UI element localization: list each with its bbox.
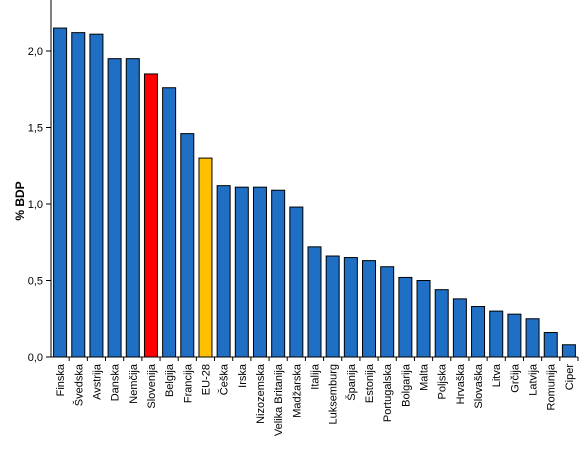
bar-madžarska bbox=[289, 206, 304, 358]
bar-avstrija bbox=[89, 33, 104, 358]
y-axis-ticks: 0,0 0,5 1,0 1,5 2,0 bbox=[28, 46, 51, 364]
x-category-label: Francija bbox=[182, 363, 194, 403]
x-category-label: Poljska bbox=[437, 363, 449, 399]
x-category-label: Madžarska bbox=[291, 363, 303, 418]
x-category-label: Španija bbox=[345, 363, 358, 401]
x-category-label: Slovaška bbox=[473, 363, 485, 409]
bar-danska bbox=[107, 58, 122, 358]
x-category-label: Malta bbox=[419, 363, 431, 391]
x-category-label: Portugalska bbox=[382, 363, 394, 422]
bar-nemčija bbox=[125, 58, 140, 358]
bar-francija bbox=[180, 133, 195, 358]
bar-italija bbox=[307, 246, 322, 358]
x-category-label: Italija bbox=[310, 363, 322, 390]
bar-bolgarija bbox=[398, 276, 413, 358]
x-category-label: Ciper bbox=[564, 364, 576, 391]
x-category-label: EU-28 bbox=[200, 364, 212, 395]
bar-finska bbox=[53, 27, 68, 358]
x-axis-labels: Finska Švedska Avstrija Danska Nemčija Sloven… bbox=[55, 357, 579, 436]
bar-slovenija bbox=[143, 73, 158, 358]
x-category-label: Slovenija bbox=[146, 363, 158, 409]
x-category-label: Danska bbox=[110, 363, 122, 401]
x-category-label: Velika Britanija bbox=[273, 363, 285, 436]
bar-nizozemska bbox=[252, 186, 267, 358]
bar-estonija bbox=[362, 260, 377, 358]
x-category-label: Bolgarija bbox=[400, 363, 412, 407]
x-category-label: Nemčija bbox=[128, 363, 140, 404]
bar-irska bbox=[234, 186, 249, 358]
bar-slovaška bbox=[471, 306, 486, 358]
bar-ciper bbox=[561, 344, 576, 358]
x-category-label: Nizozemska bbox=[255, 363, 267, 424]
x-category-label: Finska bbox=[55, 363, 67, 396]
x-category-label: Avstrija bbox=[91, 363, 103, 400]
bar-belgija bbox=[162, 87, 177, 358]
x-category-label: Češka bbox=[218, 363, 231, 395]
bar-hrvaška bbox=[452, 298, 467, 358]
x-category-label: Švedska bbox=[72, 363, 85, 406]
bar-velika-britanija bbox=[271, 189, 286, 358]
bar-romunija bbox=[543, 332, 558, 358]
x-category-label: Belgija bbox=[164, 363, 176, 397]
x-category-label: Luksemburg bbox=[328, 364, 340, 425]
bar-eu-28 bbox=[198, 157, 213, 358]
x-category-label: Latvija bbox=[528, 363, 540, 396]
bar-češka bbox=[216, 185, 231, 358]
bar-švedska bbox=[71, 32, 86, 358]
x-category-label: Romunija bbox=[546, 363, 558, 410]
x-category-label: Grčija bbox=[509, 363, 521, 393]
x-category-label: Hrvaška bbox=[455, 363, 467, 404]
y-axis-title: % BDP bbox=[13, 181, 27, 220]
bar-španija bbox=[343, 257, 358, 358]
x-category-label: Litva bbox=[491, 363, 503, 387]
y-tick-label: 0,0 bbox=[28, 352, 43, 364]
bar-latvija bbox=[525, 318, 540, 358]
bar-poljska bbox=[434, 289, 449, 358]
bars bbox=[53, 27, 576, 358]
y-tick-label: 2,0 bbox=[28, 46, 43, 58]
y-tick-label: 1,5 bbox=[28, 123, 43, 135]
bar-portugalska bbox=[380, 266, 395, 358]
bar-luksemburg bbox=[325, 255, 340, 358]
y-tick-label: 1,0 bbox=[28, 199, 43, 211]
y-tick-label: 0,5 bbox=[28, 276, 43, 288]
x-category-label: Irska bbox=[237, 363, 249, 388]
bar-litva bbox=[489, 310, 504, 358]
bar-malta bbox=[416, 280, 431, 358]
bar-grčija bbox=[507, 313, 522, 358]
x-category-label: Estonija bbox=[364, 363, 376, 403]
